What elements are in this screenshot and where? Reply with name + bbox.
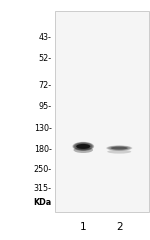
Ellipse shape [74,143,92,150]
Text: 95-: 95- [39,102,52,111]
Ellipse shape [74,142,93,150]
Ellipse shape [106,145,132,151]
Ellipse shape [72,142,94,151]
Text: 130-: 130- [34,124,52,133]
Text: 43-: 43- [39,33,52,42]
Text: 315-: 315- [34,184,52,193]
Text: 52-: 52- [39,54,52,63]
Text: 2: 2 [117,222,123,232]
Ellipse shape [111,147,128,150]
Ellipse shape [73,142,93,151]
Ellipse shape [107,146,132,150]
Text: KDa: KDa [33,198,52,207]
Ellipse shape [74,147,93,153]
Ellipse shape [107,150,131,154]
Text: 72-: 72- [39,81,52,90]
Text: 250-: 250- [34,165,52,174]
Ellipse shape [108,146,131,150]
Text: 180-: 180- [34,145,52,155]
Ellipse shape [109,146,129,150]
Ellipse shape [75,143,91,150]
Ellipse shape [109,146,130,150]
FancyBboxPatch shape [55,11,148,212]
Text: 1: 1 [80,222,87,232]
Ellipse shape [76,144,90,149]
